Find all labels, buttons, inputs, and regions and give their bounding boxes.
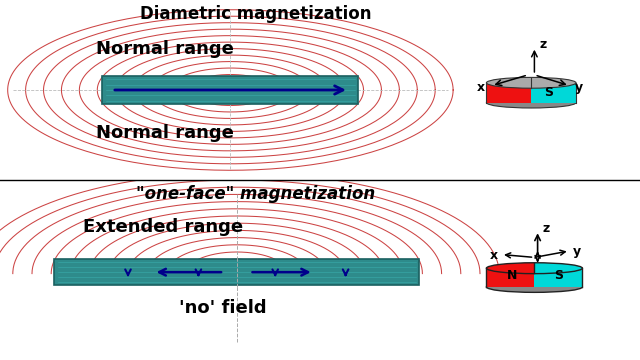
Text: Extended range: Extended range [83,218,243,236]
Bar [531,83,576,103]
Bar [486,268,534,287]
Polygon shape [534,263,582,274]
Text: Normal range: Normal range [96,40,234,58]
Text: z: z [539,39,547,51]
Bar [486,83,531,103]
Bar [102,76,358,104]
Text: N: N [507,269,517,282]
Text: x: x [477,81,485,94]
Text: y: y [575,81,583,94]
Ellipse shape [486,282,582,292]
Text: y: y [573,245,581,258]
Text: 'no' field: 'no' field [179,299,267,317]
Ellipse shape [486,77,576,88]
Bar [534,268,582,287]
Bar [54,259,419,285]
Text: Normal range: Normal range [96,124,234,142]
Text: z: z [542,222,550,235]
Text: x: x [490,249,498,262]
Ellipse shape [486,263,582,274]
Text: S: S [544,86,553,99]
Text: Diametric magnetization: Diametric magnetization [140,5,372,23]
Ellipse shape [486,97,576,108]
Text: "one-face" magnetization: "one-face" magnetization [136,185,376,203]
Text: S: S [554,269,563,282]
